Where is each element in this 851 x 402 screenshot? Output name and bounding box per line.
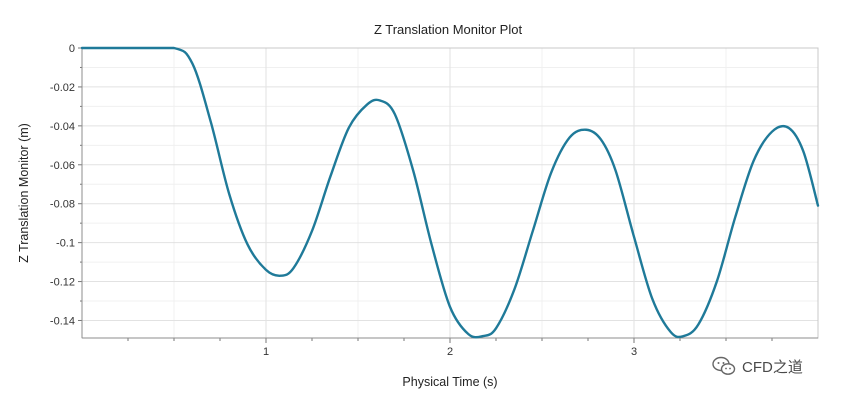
y-tick-label: -0.02 xyxy=(50,82,75,94)
y-tick-label: -0.08 xyxy=(50,199,75,211)
series-layer xyxy=(80,46,820,339)
y-tick-label: 0 xyxy=(69,43,75,55)
y-tick-label: -0.04 xyxy=(50,121,75,133)
y-tick-label: -0.14 xyxy=(50,315,75,327)
y-axis-label: Z Translation Monitor (m) xyxy=(17,123,31,263)
x-axis-label: Physical Time (s) xyxy=(402,375,497,389)
y-tick-label: -0.12 xyxy=(50,277,75,289)
wechat-icon xyxy=(712,356,736,375)
x-tick-label: 3 xyxy=(631,346,637,358)
x-tick-label: 1 xyxy=(263,346,269,358)
x-tick-label: 2 xyxy=(447,346,453,358)
y-tick-label: -0.1 xyxy=(56,238,75,250)
chart-title: Z Translation Monitor Plot xyxy=(374,22,523,37)
minor-ticks xyxy=(80,66,773,341)
watermark-text: CFD之道 xyxy=(742,359,803,376)
y-axis: 0 -0.02 -0.04 -0.06 -0.08 -0.1 -0.12 -0.14 xyxy=(50,43,83,338)
series-line-0 xyxy=(80,46,820,339)
watermark: CFD之道 xyxy=(712,356,803,376)
y-tick-label: -0.06 xyxy=(50,160,75,172)
x-axis: 1 2 3 xyxy=(82,337,818,358)
grid-major xyxy=(82,47,818,338)
